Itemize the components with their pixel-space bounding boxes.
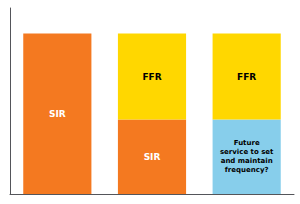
svg-text:FFR: FFR (237, 72, 256, 82)
svg-text:FFR: FFR (142, 72, 161, 82)
svg-text:SIR: SIR (144, 152, 161, 162)
svg-text:SIR: SIR (49, 109, 66, 119)
svg-text:service to set: service to set (220, 148, 274, 156)
svg-text:frequency?: frequency? (225, 166, 269, 174)
svg-text:Future: Future (234, 139, 260, 147)
svg-text:and maintain: and maintain (221, 157, 273, 165)
